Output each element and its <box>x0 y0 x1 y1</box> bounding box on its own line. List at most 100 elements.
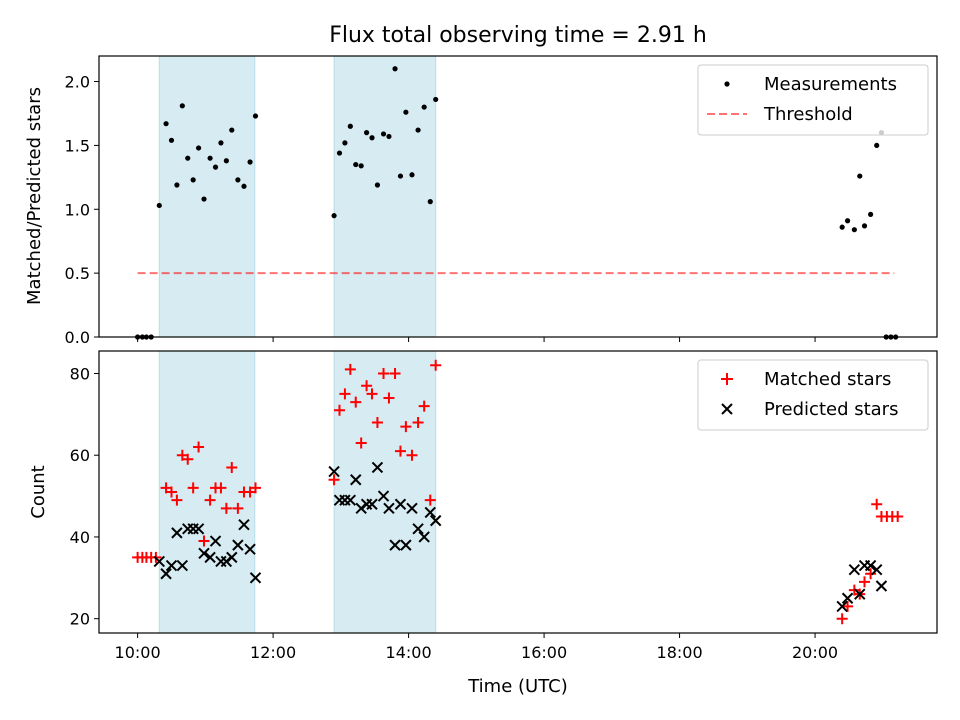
predicted-star-marker-28 <box>383 502 395 515</box>
chart-title: Flux total observing time = 2.91 h <box>329 23 707 48</box>
matched-star-marker-27 <box>355 437 367 449</box>
predicted-star-marker-40 <box>854 588 866 600</box>
measurement-point-21 <box>252 113 259 119</box>
matched-star-marker-33 <box>389 367 401 379</box>
measurement-point-43 <box>851 227 857 233</box>
measurement-point-31 <box>380 131 387 137</box>
matched-star-marker-45 <box>859 576 871 588</box>
legend-label-measurements: Measurements <box>764 74 897 95</box>
matched-star-marker-21 <box>249 482 261 494</box>
x-tick-label-5: 20:00 <box>792 643 838 662</box>
y-tick-label-0: 20 <box>70 610 90 629</box>
predicted-star-marker-2 <box>165 559 178 572</box>
x-tick-label-3: 16:00 <box>521 643 567 662</box>
legend-label-threshold: Threshold <box>763 104 853 125</box>
predicted-star-marker-38 <box>841 592 854 604</box>
predicted-star-marker-7 <box>192 523 205 535</box>
measurement-point-27 <box>358 163 364 169</box>
matched-star-marker-34 <box>394 445 406 457</box>
matched-star-marker-35 <box>400 421 412 433</box>
predicted-star-marker-10 <box>209 535 222 547</box>
predicted-star-marker-9 <box>204 551 216 564</box>
predicted-star-marker-17 <box>249 572 262 584</box>
measurement-point-8 <box>179 103 185 109</box>
predicted-star-marker-34 <box>418 531 430 543</box>
measurement-point-11 <box>195 145 202 151</box>
matched-star-marker-32 <box>383 392 395 404</box>
y-tick-label-2: 60 <box>70 446 90 465</box>
predicted-star-marker-15 <box>238 518 250 531</box>
x-tick-label-1: 12:00 <box>250 643 296 662</box>
matched-star-marker-46 <box>865 568 877 580</box>
measurement-point-19 <box>241 183 247 189</box>
measurement-point-34 <box>397 173 404 179</box>
measurement-point-13 <box>207 155 213 161</box>
measurement-point-47 <box>874 142 880 149</box>
predicted-star-marker-13 <box>226 551 238 564</box>
measurement-point-35 <box>403 109 409 115</box>
y-tick-label-3: 1.5 <box>65 136 90 155</box>
measurement-point-23 <box>336 150 343 156</box>
measurement-point-5 <box>163 121 169 127</box>
flux-ratio-panel: 0.0 0.5 1.0 1.5 2.0 Measurements Threshold <box>65 55 938 347</box>
measurement-point-41 <box>839 224 845 230</box>
matched-star-marker-28 <box>361 380 373 392</box>
legend-marker-predicted-stars <box>721 403 733 415</box>
matched-star-marker-30 <box>371 417 383 429</box>
predicted-star-marker-16 <box>244 543 256 555</box>
matched-star-marker-29 <box>366 388 378 400</box>
matched-star-marker-18 <box>232 502 244 514</box>
matched-star-marker-12 <box>198 535 210 547</box>
measurement-point-40 <box>433 96 439 103</box>
predicted-star-marker-42 <box>864 559 877 572</box>
measurement-point-38 <box>421 104 427 110</box>
matched-star-marker-24 <box>339 388 351 400</box>
measurement-point-22 <box>331 213 337 219</box>
measurement-point-7 <box>174 182 180 188</box>
predicted-star-marker-39 <box>848 563 861 576</box>
measurement-point-39 <box>427 199 433 205</box>
legend-label-predicted-stars: Predicted stars <box>764 399 898 420</box>
measurement-point-17 <box>229 127 235 133</box>
measurement-point-4 <box>156 202 162 209</box>
measurement-point-29 <box>369 135 375 141</box>
measurement-point-10 <box>190 177 196 183</box>
legend-box <box>697 64 929 136</box>
predicted-star-marker-26 <box>371 461 384 474</box>
matched-star-marker-16 <box>220 502 232 514</box>
measurement-point-46 <box>868 211 874 217</box>
matched-star-marker-42 <box>842 600 854 612</box>
matched-star-marker-26 <box>350 396 362 408</box>
predicted-star-marker-8 <box>198 547 210 560</box>
matched-star-marker-10 <box>187 482 199 494</box>
x-axis-label: Time (UTC) <box>467 676 568 697</box>
y-axis-label-top: Matched/Predicted stars <box>24 87 45 305</box>
legend-marker-matched-stars <box>721 373 733 385</box>
measurement-point-12 <box>201 196 207 202</box>
matched-star-marker-9 <box>182 453 194 465</box>
predicted-star-marker-4 <box>176 559 189 572</box>
matched-star-marker-47 <box>871 498 883 510</box>
legend-marker-measurements <box>724 81 730 87</box>
predicted-star-marker-35 <box>424 506 436 519</box>
y-tick-label-2: 1.0 <box>65 200 90 219</box>
measurement-point-45 <box>861 223 868 229</box>
predicted-star-marker-27 <box>377 490 390 502</box>
measurement-point-33 <box>392 66 398 72</box>
matched-star-marker-40 <box>430 359 442 371</box>
predicted-star-marker-33 <box>412 523 424 535</box>
predicted-star-marker-32 <box>406 502 418 515</box>
measurement-point-37 <box>415 127 421 133</box>
y-tick-label-4: 2.0 <box>65 73 90 92</box>
measurement-point-24 <box>342 140 348 146</box>
axes-frame <box>98 55 938 338</box>
predicted-star-marker-14 <box>232 539 244 551</box>
predicted-star-marker-25 <box>366 498 378 510</box>
x-tick-label-4: 18:00 <box>657 643 703 662</box>
y-tick-label-1: 0.5 <box>65 264 90 283</box>
measurement-point-25 <box>347 123 353 129</box>
predicted-star-marker-22 <box>350 474 362 486</box>
y-axis-label-bottom: Count <box>28 465 49 518</box>
matched-star-marker-7 <box>171 494 183 506</box>
